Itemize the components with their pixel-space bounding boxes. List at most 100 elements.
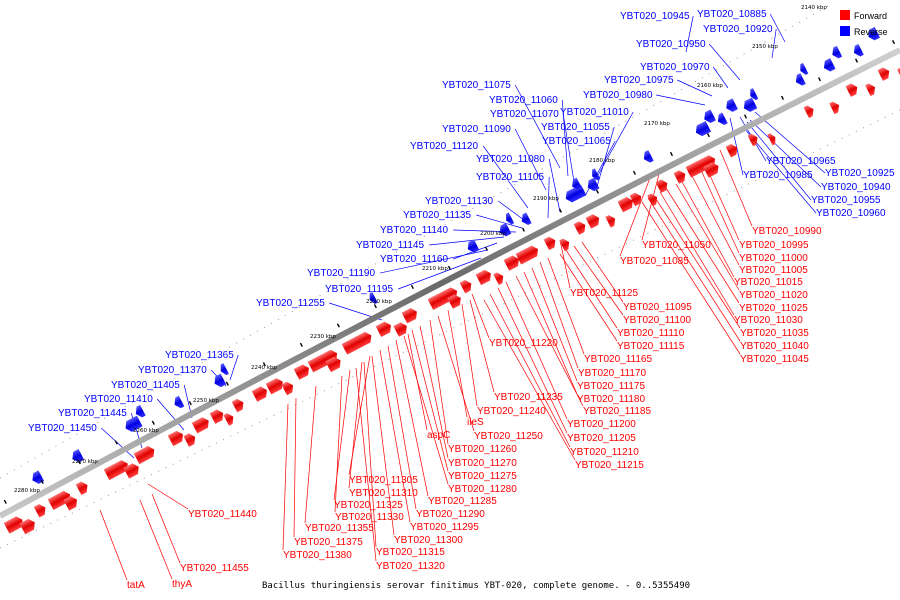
gene-shape xyxy=(341,334,366,355)
forward-gene-label: YBT020_11330 xyxy=(335,512,404,523)
legend: Forward Reverse xyxy=(840,10,888,37)
gene-arrow xyxy=(63,496,77,511)
marker-tick xyxy=(225,381,229,386)
forward-gene-label: YBT020_11240 xyxy=(477,406,546,417)
reverse-gene-labels: YBT020_10945 YBT020_10885 YBT020_10920 YBT0… xyxy=(28,9,895,434)
gene-arrow xyxy=(125,415,143,432)
reverse-gene-label: YBT020_11140 xyxy=(380,225,448,236)
gene-shape xyxy=(174,395,185,409)
gene-shape xyxy=(573,221,586,235)
gene-shape xyxy=(47,490,71,511)
gene-arrow xyxy=(845,83,858,97)
marker-tick xyxy=(595,189,599,194)
forward-connector xyxy=(469,299,495,393)
gene-arrow xyxy=(123,463,139,479)
gene-shape xyxy=(493,272,504,286)
reverse-gene-label: YBT020_10960 xyxy=(816,208,886,219)
gene-shape xyxy=(32,470,45,484)
forward-gene-label: YBT020_11235 xyxy=(494,392,563,403)
reverse-gene-label: YBT020_10955 xyxy=(811,195,881,206)
forward-connector xyxy=(699,167,740,254)
forward-gene-label: YBT020_11250 xyxy=(474,431,543,442)
forward-gene-label: YBT020_11285 xyxy=(428,496,497,507)
reverse-gene-label: YBT020_11160 xyxy=(380,254,448,265)
forward-gene-label: YBT020_11355 xyxy=(305,523,374,534)
gene-shape xyxy=(123,463,139,479)
gene-arrow xyxy=(183,433,196,447)
gene-arrow xyxy=(695,120,712,137)
gene-shape xyxy=(543,236,556,251)
forward-connector xyxy=(647,197,741,342)
gene-shape xyxy=(499,222,512,237)
forward-gene-label: YBT020_11260 xyxy=(448,444,517,455)
reverse-connector xyxy=(429,236,505,246)
gene-arrow xyxy=(214,373,227,388)
gene-arrow xyxy=(605,215,616,228)
kbp-tick-label: 2170 kbp xyxy=(644,121,670,127)
forward-gene-label: YBT020_11025 xyxy=(739,303,808,314)
forward-gene-label: YBT020_11270 xyxy=(448,458,517,469)
forward-gene-label: YBT020_11315 xyxy=(376,547,445,558)
reverse-gene-label: YBT020_11255 xyxy=(256,298,325,309)
reverse-gene-label: YBT020_11410 xyxy=(84,394,153,405)
reverse-connector xyxy=(754,111,826,174)
forward-connector xyxy=(395,339,429,497)
gene-shape xyxy=(307,349,338,373)
legend-forward-swatch xyxy=(840,10,850,20)
gene-arrow xyxy=(359,331,372,346)
forward-gene-label: YBT020_11310 xyxy=(349,488,418,499)
gene-shape xyxy=(214,373,227,388)
reverse-gene-label: YBT020_11055 xyxy=(541,122,610,133)
gene-arrow xyxy=(475,269,491,286)
legend-reverse-label: Reverse xyxy=(854,27,888,37)
forward-connector xyxy=(348,361,363,489)
reverse-gene-label: YBT020_11090 xyxy=(442,124,511,135)
reverse-gene-label: YBT020_11450 xyxy=(28,423,97,434)
gene-arrow xyxy=(32,470,45,484)
reverse-gene-label: YBT020_10985 xyxy=(743,170,813,181)
forward-connector xyxy=(581,241,624,303)
forward-connector xyxy=(483,299,576,461)
gene-shape xyxy=(220,363,229,376)
forward-connector xyxy=(411,329,449,472)
legend-forward-label: Forward xyxy=(854,11,887,21)
marker-tick xyxy=(854,58,859,63)
gene-arrow xyxy=(375,321,391,337)
gene-shape xyxy=(829,101,840,115)
reverse-connector xyxy=(561,99,569,177)
gene-shape xyxy=(209,409,224,424)
gene-shape xyxy=(133,446,155,465)
reverse-connector xyxy=(547,176,550,219)
reverse-connector xyxy=(229,354,239,381)
gene-shape xyxy=(643,150,654,163)
marker-tick xyxy=(373,304,377,309)
forward-gene-label: YBT020_11305 xyxy=(349,475,418,486)
gene-arrow xyxy=(743,97,758,112)
forward-gene-label: YBT020_11040 xyxy=(740,341,809,352)
gene-arrow xyxy=(515,245,538,265)
gene-shape xyxy=(72,448,85,463)
gene-shape xyxy=(585,214,600,229)
gene-arrow xyxy=(135,404,146,418)
gene-arrow xyxy=(459,279,472,294)
forward-connector xyxy=(573,245,624,316)
gene-arrow xyxy=(265,378,283,395)
gene-shape xyxy=(369,292,378,305)
reverse-gene-label: YBT020_11365 xyxy=(165,350,234,361)
forward-gene-label: YBT020_11380 xyxy=(283,550,352,561)
gene-arrow xyxy=(401,308,417,324)
gene-arrow xyxy=(703,162,719,178)
reverse-gene-label: YBT020_11065 xyxy=(542,136,611,147)
gene-shape xyxy=(251,386,267,402)
gene-arrow xyxy=(587,177,600,192)
legend-reverse-swatch xyxy=(840,26,850,36)
forward-connector xyxy=(523,271,578,395)
forward-connector xyxy=(547,257,585,355)
gene-arrow xyxy=(447,294,461,309)
gene-arrow xyxy=(655,179,668,193)
gene-arrow xyxy=(341,334,366,355)
forward-connector xyxy=(489,293,571,448)
marker-tick xyxy=(892,39,896,45)
gene-arrow xyxy=(747,133,758,147)
forward-connector xyxy=(419,325,449,459)
